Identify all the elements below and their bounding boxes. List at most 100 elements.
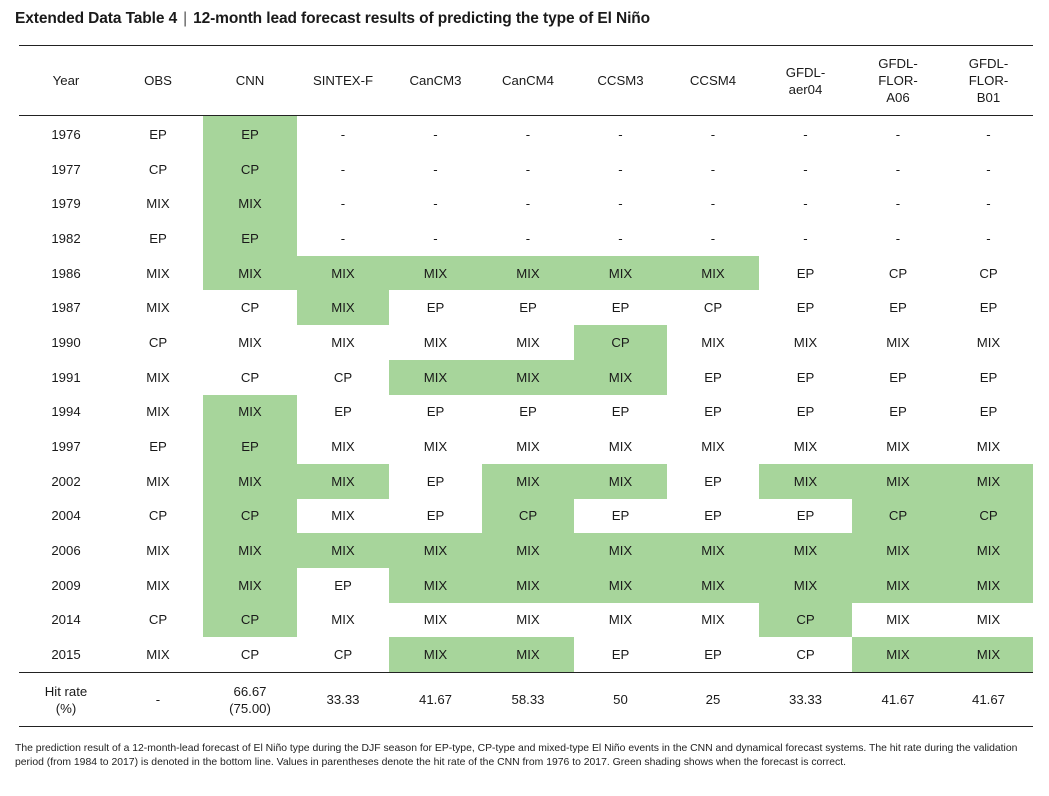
gfdl-aer04-cell: - [803, 230, 808, 246]
gfdl-aer04-cell: - [803, 196, 808, 212]
table-row: 1991 MIX CP CP MIX MIX MIX EP EP EP EP [19, 359, 1033, 395]
ccsm4-cell: MIX [667, 533, 759, 568]
gfdl-flor-b01-cell: MIX [944, 637, 1033, 673]
ccsm4-cell: MIX [701, 334, 725, 350]
cancm3-cell: MIX [423, 334, 448, 350]
table-row: 2006 MIX MIX MIX MIX MIX MIX MIX MIX MIX MIX [19, 533, 1033, 568]
table-row: 2009 MIX MIX EP MIX MIX MIX MIX MIX MIX MIX [19, 567, 1033, 603]
sintex-f-cell: - [340, 126, 346, 142]
hit-rate-label: Hit rate (%) [19, 672, 113, 727]
sintex-f-cell: - [340, 230, 346, 246]
table-title: Extended Data Table 4 | 12-month lead fore… [15, 10, 650, 28]
col-header-year: Year [19, 45, 113, 116]
gfdl-flor-a06-cell: MIX [852, 637, 944, 673]
year-cell: 2009 [51, 577, 81, 593]
gfdl-flor-a06-cell: - [895, 126, 901, 142]
table-row: 1977 CP CP - - - - - - - - [19, 151, 1033, 187]
cnn-cell: CP [203, 151, 297, 187]
year-cell: 1991 [51, 369, 81, 385]
cancm4-cell: MIX [482, 255, 574, 291]
sintex-f-cell: - [340, 196, 346, 212]
hit-rate-obs: - [113, 672, 203, 727]
cancm3-cell: MIX [389, 533, 482, 568]
forecast-table: Year OBS CNN SINTEX-F CanCM3 CanCM4 CCSM… [19, 45, 1033, 727]
col-header-gfdl-flor-a06: GFDL- FLOR- A06 [852, 45, 944, 116]
year-cell: 1997 [51, 439, 81, 455]
obs-cell: MIX [146, 196, 170, 212]
ccsm4-cell: EP [704, 369, 722, 385]
ccsm3-cell: - [618, 161, 623, 177]
table-row: 1976 EP EP - - - - - - - - [19, 115, 1033, 152]
gfdl-aer04-cell: EP [796, 369, 815, 385]
gfdl-flor-b01-cell: - [986, 161, 991, 177]
cnn-cell: MIX [203, 186, 297, 222]
ccsm3-cell: MIX [608, 612, 633, 628]
ccsm3-cell: MIX [608, 439, 633, 455]
obs-cell: CP [148, 334, 168, 350]
year-cell: 2006 [51, 543, 81, 559]
header-row: Year OBS CNN SINTEX-F CanCM3 CanCM4 CCSM… [19, 45, 1033, 116]
ccsm3-cell: MIX [574, 533, 667, 568]
sintex-f-cell: MIX [297, 533, 389, 568]
obs-cell: MIX [146, 577, 170, 593]
col-header-sintex-f: SINTEX-F [297, 45, 389, 116]
sintex-f-cell: MIX [331, 334, 355, 350]
ccsm4-cell: MIX [701, 439, 725, 455]
sintex-f-cell: EP [334, 404, 352, 420]
cancm4-cell: - [525, 126, 531, 142]
ccsm4-cell: MIX [667, 567, 759, 603]
ccsm3-cell: - [618, 126, 623, 142]
gfdl-flor-b01-cell: CP [979, 265, 998, 281]
cnn-cell: CP [240, 647, 260, 663]
gfdl-flor-b01-cell: MIX [944, 567, 1033, 603]
obs-cell: MIX [146, 369, 170, 385]
obs-cell: EP [149, 126, 167, 142]
cnn-cell: EP [203, 221, 297, 256]
gfdl-flor-a06-cell: CP [888, 265, 908, 281]
year-cell: 1986 [51, 265, 81, 281]
obs-cell: CP [148, 508, 168, 524]
title-separator: | [183, 10, 188, 27]
hit-rate-gfdl-aer04: 33.33 [759, 672, 852, 727]
gfdl-flor-b01-cell: MIX [976, 334, 1001, 350]
hit-rate-gfdl-flor-a06: 41.67 [852, 672, 944, 727]
gfdl-aer04-cell: - [803, 161, 808, 177]
col-header-ccsm4: CCSM4 [667, 45, 759, 116]
year-cell: 1976 [51, 126, 81, 142]
cancm4-cell: - [525, 196, 531, 212]
cnn-cell: EP [203, 115, 297, 152]
gfdl-flor-b01-cell: - [986, 196, 991, 212]
cancm4-cell: EP [519, 300, 537, 316]
cnn-cell: MIX [203, 394, 297, 430]
gfdl-flor-a06-cell: MIX [886, 334, 910, 350]
gfdl-flor-b01-cell: MIX [944, 533, 1033, 568]
hit-rate-ccsm4: 25 [667, 672, 759, 727]
cnn-cell: CP [240, 300, 260, 316]
cancm4-cell: EP [519, 404, 537, 420]
gfdl-flor-b01-cell: MIX [944, 463, 1033, 499]
cancm4-cell: MIX [482, 637, 574, 673]
gfdl-aer04-cell: EP [796, 508, 815, 524]
gfdl-aer04-cell: MIX [793, 334, 818, 350]
sintex-f-cell: MIX [297, 290, 389, 326]
ccsm3-cell: MIX [574, 463, 667, 499]
gfdl-flor-a06-cell: CP [852, 498, 944, 534]
ccsm4-cell: - [710, 126, 716, 142]
gfdl-aer04-cell: EP [796, 265, 815, 281]
year-cell: 2014 [51, 612, 81, 628]
col-header-gfdl-flor-b01: GFDL- FLOR- B01 [944, 45, 1033, 116]
cancm3-cell: - [433, 230, 438, 246]
cancm4-cell: MIX [516, 612, 540, 628]
ccsm4-cell: EP [704, 473, 722, 489]
cancm3-cell: MIX [389, 255, 482, 291]
year-cell: 2015 [51, 647, 81, 663]
gfdl-flor-b01-cell: EP [979, 300, 998, 316]
year-cell: 1987 [51, 300, 81, 316]
cancm3-cell: MIX [423, 612, 448, 628]
ccsm4-cell: - [710, 196, 716, 212]
table-row: 1994 MIX MIX EP EP EP EP EP EP EP EP [19, 394, 1033, 430]
gfdl-aer04-cell: MIX [793, 439, 818, 455]
sintex-f-cell: MIX [331, 612, 355, 628]
gfdl-flor-a06-cell: MIX [886, 612, 910, 628]
sintex-f-cell: CP [333, 369, 353, 385]
